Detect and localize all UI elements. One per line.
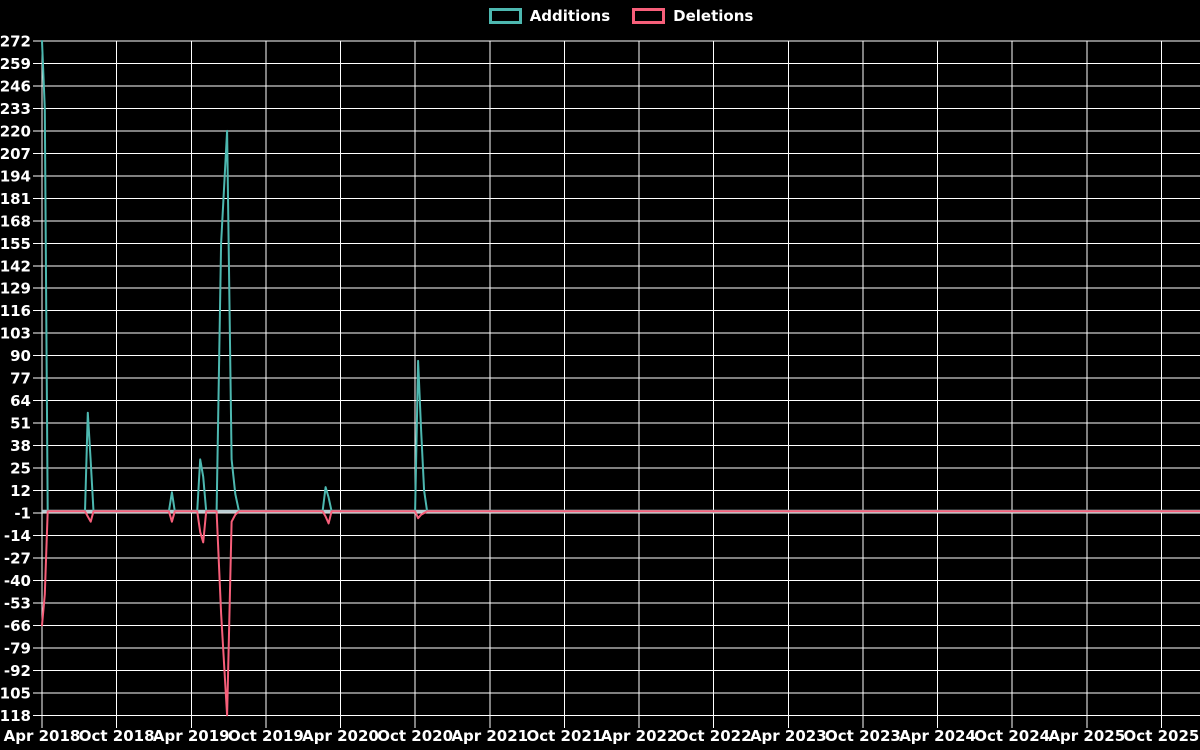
y-tick-label: 246 xyxy=(0,77,31,95)
x-tick-label: Oct 2021 xyxy=(527,727,603,745)
x-tick-label: Apr 2021 xyxy=(451,727,528,745)
y-tick-label: -53 xyxy=(4,594,31,612)
y-tick-label: 207 xyxy=(0,145,31,163)
y-tick-label: 142 xyxy=(0,257,31,275)
additions-swatch-icon xyxy=(488,8,522,24)
y-tick-label: 181 xyxy=(0,190,31,208)
x-tick-label: Apr 2023 xyxy=(750,727,827,745)
y-tick-label: 116 xyxy=(0,302,31,320)
y-tick-label: 259 xyxy=(0,55,31,73)
y-tick-label: 90 xyxy=(10,347,31,365)
y-tick-label: -118 xyxy=(0,707,31,725)
y-tick-label: 12 xyxy=(10,482,31,500)
x-tick-label: Oct 2018 xyxy=(79,727,155,745)
y-tick-label: 272 xyxy=(0,33,31,51)
y-tick-label: -92 xyxy=(4,662,31,680)
y-tick-label: 155 xyxy=(0,235,31,253)
legend-item-additions[interactable]: Additions xyxy=(488,6,611,25)
y-tick-label: -105 xyxy=(0,684,31,702)
y-tick-label: 51 xyxy=(10,415,31,433)
deletions-line xyxy=(41,510,1200,717)
x-tick-label: Apr 2022 xyxy=(601,727,678,745)
deletions-legend-label: Deletions xyxy=(673,6,754,25)
legend-item-deletions[interactable]: Deletions xyxy=(632,8,753,24)
y-tick-label: 77 xyxy=(10,370,31,388)
additions-line xyxy=(41,40,1200,513)
y-tick-label: -40 xyxy=(4,572,31,590)
y-tick-label: -79 xyxy=(4,639,31,657)
y-tick-label: 129 xyxy=(0,280,31,298)
y-tick-label: 220 xyxy=(0,122,31,140)
y-tick-label: 233 xyxy=(0,100,31,118)
x-tick-label: Oct 2019 xyxy=(228,727,304,745)
x-tick-label: Apr 2020 xyxy=(302,727,379,745)
y-tick-label: -66 xyxy=(4,617,31,635)
x-tick-label: Oct 2023 xyxy=(825,727,901,745)
y-tick-label: 38 xyxy=(10,437,31,455)
x-tick-label: Apr 2025 xyxy=(1048,727,1125,745)
y-tick-label: 194 xyxy=(0,167,31,185)
x-tick-label: Apr 2024 xyxy=(899,727,976,745)
x-tick-label: Oct 2024 xyxy=(974,727,1050,745)
y-tick-label: -27 xyxy=(4,549,31,567)
x-tick-label: Oct 2025 xyxy=(1124,727,1200,745)
y-tick-label: 25 xyxy=(10,460,31,478)
deletions-swatch-icon xyxy=(632,8,666,24)
y-tick-label: -14 xyxy=(4,527,31,545)
y-tick-label: -1 xyxy=(14,505,31,523)
y-tick-label: 64 xyxy=(10,392,31,410)
additions-legend-label: Additions xyxy=(529,6,611,25)
x-tick-label: Apr 2019 xyxy=(153,727,230,745)
x-tick-label: Oct 2020 xyxy=(377,727,453,745)
x-tick-label: Oct 2022 xyxy=(676,727,752,745)
y-tick-label: 103 xyxy=(0,325,31,343)
chart-legend: Additions Deletions xyxy=(42,8,1200,24)
x-tick-label: Apr 2018 xyxy=(4,727,81,745)
y-tick-label: 168 xyxy=(0,212,31,230)
